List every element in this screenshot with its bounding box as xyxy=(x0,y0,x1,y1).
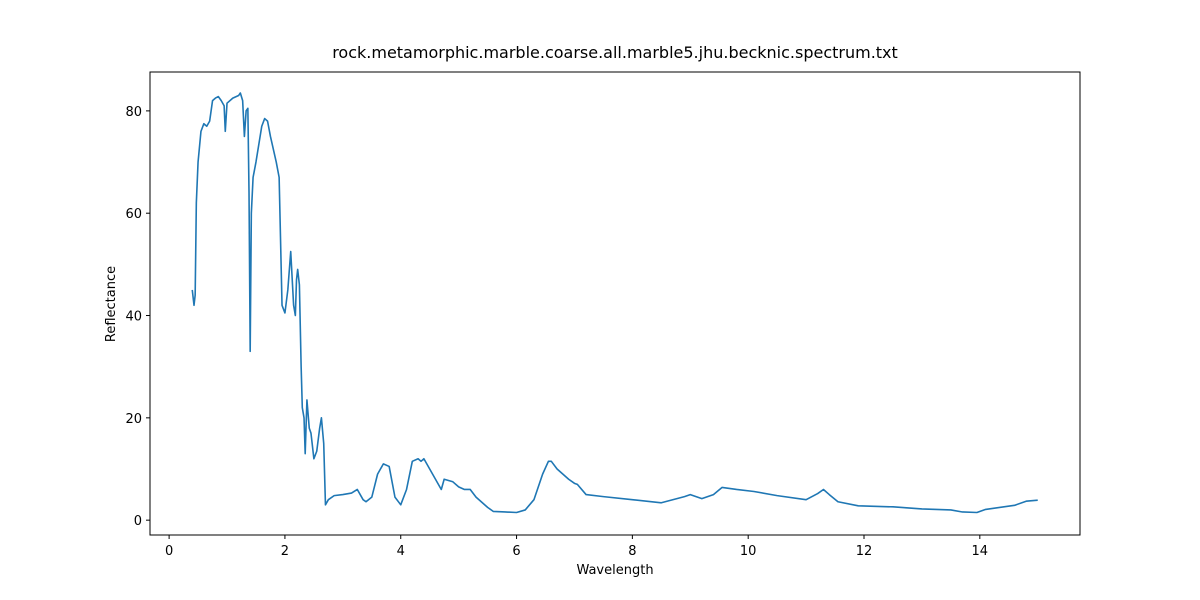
x-axis-label: Wavelength xyxy=(576,563,653,578)
chart-title: rock.metamorphic.marble.coarse.all.marbl… xyxy=(332,43,898,62)
plot-frame xyxy=(149,71,1081,536)
y-axis-label: Reflectance xyxy=(104,266,119,342)
x-tick-label: 6 xyxy=(512,544,520,559)
x-tick-label: 12 xyxy=(856,544,873,559)
y-tick-label: 40 xyxy=(125,310,142,325)
y-tick-label: 60 xyxy=(125,207,142,222)
x-tick-label: 2 xyxy=(281,544,289,559)
x-tick-label: 0 xyxy=(165,544,173,559)
x-tick-label: 8 xyxy=(628,544,636,559)
spectrum-line xyxy=(191,92,1038,514)
y-tick-label: 80 xyxy=(125,105,142,120)
y-tick-label: 0 xyxy=(134,514,142,529)
x-tick-label: 10 xyxy=(740,544,757,559)
x-tick-label: 4 xyxy=(397,544,405,559)
x-tick-label: 14 xyxy=(972,544,989,559)
y-tick-label: 20 xyxy=(125,412,142,427)
